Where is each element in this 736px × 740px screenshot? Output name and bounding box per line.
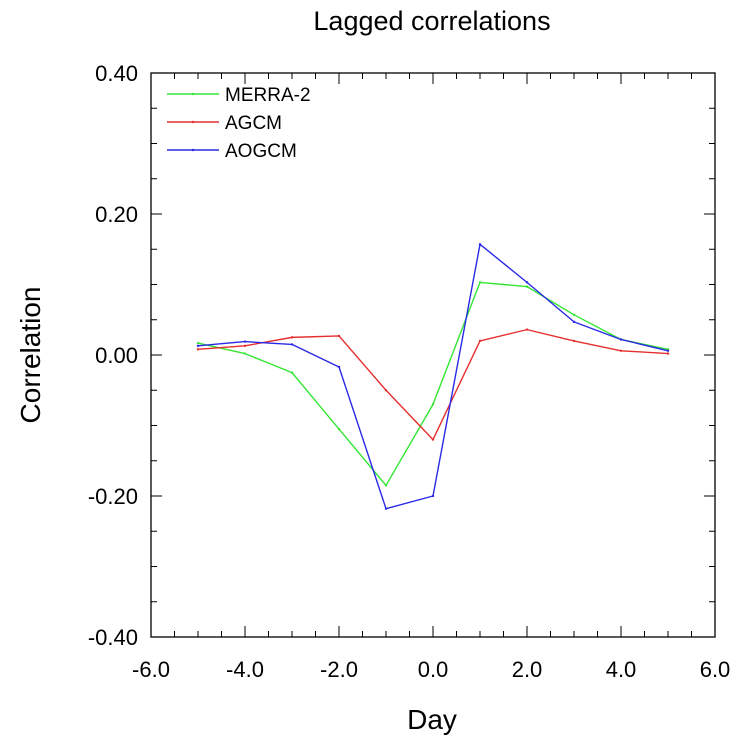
data-point <box>290 336 294 339</box>
y-tick-label: 0.40 <box>95 61 138 86</box>
data-point <box>337 334 341 338</box>
data-point <box>478 243 482 246</box>
data-point <box>196 341 200 345</box>
series-line-merra-2 <box>197 281 669 487</box>
data-point <box>666 349 670 352</box>
legend-marker <box>191 120 195 124</box>
data-point <box>243 340 247 343</box>
chart-title: Lagged correlations <box>313 6 550 36</box>
data-point <box>619 349 623 352</box>
data-point <box>337 427 341 431</box>
data-point <box>478 339 482 343</box>
x-tick-label: 4.0 <box>606 657 637 682</box>
data-point <box>572 313 576 317</box>
data-point <box>337 365 341 369</box>
data-point <box>525 285 529 288</box>
y-tick-label: -0.20 <box>88 484 138 509</box>
plot-frame <box>150 72 716 638</box>
data-point <box>666 352 670 355</box>
x-tick-labels: -6.0 -4.0 -2.0 0.0 2.0 4.0 6.0 <box>132 657 730 682</box>
x-tick-label: 6.0 <box>700 657 731 682</box>
data-point <box>243 344 247 348</box>
data-point <box>384 484 388 487</box>
series-lines <box>196 243 670 510</box>
data-point <box>243 352 247 355</box>
y-tick-label: 0.00 <box>95 343 138 368</box>
y-tick-label: 0.20 <box>95 202 138 227</box>
data-point <box>290 343 294 346</box>
x-tick-label: 2.0 <box>512 657 543 682</box>
legend-label: AOGCM <box>225 141 297 162</box>
legend: MERRA-2 AGCM AOGCM <box>167 85 311 162</box>
x-tick-label: 0.0 <box>418 657 449 682</box>
x-tick-label: -2.0 <box>320 657 358 682</box>
legend-marker <box>191 148 195 152</box>
x-tick-label: -4.0 <box>226 657 264 682</box>
legend-label: MERRA-2 <box>225 85 311 106</box>
y-tick-labels: -0.40 -0.20 0.00 0.20 0.40 <box>88 61 138 650</box>
data-point <box>196 348 200 351</box>
x-axis-label: Day <box>407 704 457 735</box>
data-point <box>290 371 294 374</box>
data-point <box>431 438 435 441</box>
data-point <box>572 339 576 343</box>
data-point <box>431 494 435 498</box>
data-point <box>431 403 435 406</box>
x-tick-label: -6.0 <box>132 657 170 682</box>
y-tick-label: -0.40 <box>88 625 138 650</box>
data-point <box>384 389 388 392</box>
data-point <box>619 338 623 341</box>
series-line-aogcm <box>197 243 669 510</box>
y-axis-label: Correlation <box>15 287 46 424</box>
legend-label: AGCM <box>225 113 282 134</box>
data-point <box>196 344 200 348</box>
legend-marker <box>191 92 195 96</box>
data-point <box>384 507 388 510</box>
data-point <box>478 281 482 284</box>
data-point <box>525 328 529 331</box>
data-point <box>572 320 576 324</box>
series-line-agcm <box>197 328 669 441</box>
data-point <box>525 281 529 284</box>
